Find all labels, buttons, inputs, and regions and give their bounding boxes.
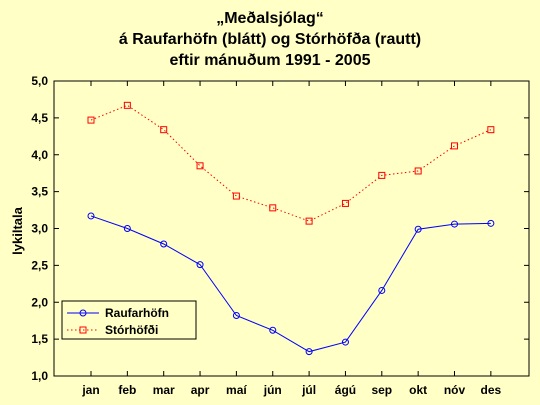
x-tick-label: okt: [409, 383, 427, 397]
series-line-raufarhofn: [90, 215, 491, 353]
y-tick-label: 4,5: [31, 111, 48, 125]
x-tick-label: jan: [81, 383, 99, 397]
legend-marker-raufarhofn: [79, 309, 87, 317]
legend-marker-storhofdi: [79, 326, 87, 334]
y-tick-label: 3,5: [31, 185, 48, 199]
data-point-storhofdi: [160, 126, 168, 134]
title-line-1: „Meðalsjólag“: [216, 10, 324, 27]
axis-ticks: 1,0 1,5 2,0 2,5 3,0 3,5 4,0 4,5 5,0 jan feb mar apr m…: [31, 74, 529, 397]
data-point-raufarhofn: [341, 338, 349, 346]
data-point-storhofdi: [123, 101, 131, 109]
data-point-raufarhofn: [87, 212, 95, 220]
x-tick-label: sep: [371, 383, 392, 397]
data-point-raufarhofn: [269, 326, 277, 334]
series-raufarhofn: [87, 212, 495, 356]
data-point-storhofdi: [269, 204, 277, 212]
data-point-raufarhofn: [123, 225, 131, 232]
legend-label-raufarhofn: Raufarhöfn: [105, 306, 169, 320]
data-point-raufarhofn: [487, 219, 495, 227]
data-point-storhofdi: [451, 142, 458, 150]
data-point-raufarhofn: [305, 348, 313, 356]
data-point-raufarhofn: [160, 240, 168, 248]
x-tick-label: jún: [263, 383, 282, 397]
data-point-storhofdi: [414, 167, 422, 175]
y-tick-label: 1,0: [31, 369, 48, 383]
data-point-raufarhofn: [451, 220, 458, 228]
data-point-raufarhofn: [414, 225, 422, 233]
y-tick-label: 5,0: [31, 74, 48, 88]
data-point-storhofdi: [341, 199, 349, 207]
x-tick-label: ágú: [335, 383, 356, 397]
y-tick-label: 2,5: [31, 258, 48, 272]
legend-label-storhofdi: Stórhöfði: [105, 323, 158, 337]
y-tick-label: 3,0: [31, 222, 48, 236]
y-tick-label: 4,0: [31, 148, 48, 162]
x-tick-label: apr: [191, 383, 210, 397]
x-tick-label: maí: [226, 383, 247, 397]
title-line-3: eftir mánuðum 1991 - 2005: [170, 52, 371, 69]
y-axis-label: lykiltala: [10, 206, 25, 254]
data-point-storhofdi: [196, 162, 204, 170]
x-tick-label: mar: [153, 383, 175, 397]
series-line-storhofdi: [90, 104, 492, 222]
series-storhofdi: [87, 101, 495, 225]
y-tick-label: 1,5: [31, 332, 48, 346]
chart-title: „Meðalsjólag“ á Raufarhöfn (blátt) og St…: [119, 10, 421, 69]
x-tick-label: feb: [118, 383, 136, 397]
data-point-raufarhofn: [196, 261, 204, 269]
data-point-raufarhofn: [378, 286, 386, 294]
data-point-storhofdi: [305, 217, 313, 225]
x-tick-label: des: [481, 383, 502, 397]
data-point-storhofdi: [232, 192, 240, 200]
series-layer: [87, 101, 495, 356]
x-tick-label: júl: [301, 383, 316, 397]
x-tick-label: nóv: [444, 383, 466, 397]
data-point-storhofdi: [87, 116, 95, 124]
data-point-storhofdi: [378, 171, 386, 179]
legend: Raufarhöfn Stórhöfði: [61, 300, 197, 340]
title-line-2: á Raufarhöfn (blátt) og Stórhöfða (rautt…: [119, 31, 421, 48]
y-tick-label: 2,0: [31, 295, 48, 309]
data-point-raufarhofn: [232, 312, 240, 320]
data-point-storhofdi: [487, 126, 495, 134]
